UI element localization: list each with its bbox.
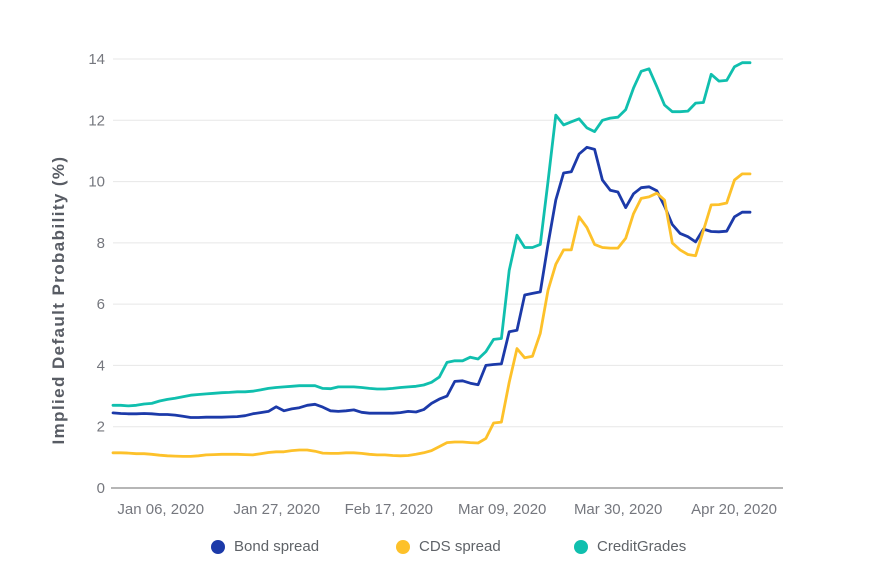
y-tick-label: 8 <box>97 235 105 252</box>
y-tick-label: 4 <box>97 357 105 374</box>
y-tick-label: 0 <box>97 480 105 497</box>
legend-dot-icon <box>211 539 225 554</box>
legend-label: CDS spread <box>419 538 501 555</box>
x-tick-label: Jan 27, 2020 <box>233 501 320 518</box>
y-tick-label: 6 <box>97 296 105 313</box>
x-tick-label: Feb 17, 2020 <box>345 501 433 518</box>
legend-dot-icon <box>396 539 410 554</box>
y-axis-title: Implied Default Probability (%) <box>49 156 68 445</box>
x-tick-label: Apr 20, 2020 <box>691 501 777 518</box>
legend: Bond spread CDS spread CreditGrades <box>0 538 870 564</box>
series-line-creditgrades <box>111 61 752 408</box>
grid-layer <box>113 58 783 428</box>
series-layer <box>111 61 752 458</box>
y-tick-label: 2 <box>97 419 105 436</box>
series-line-bond-spread <box>111 145 752 419</box>
legend-label: Bond spread <box>234 538 320 555</box>
legend-item-cds-spread[interactable]: CDS spread <box>396 538 501 555</box>
y-tick-label: 12 <box>88 112 105 129</box>
series-line-cds-spread <box>111 172 752 458</box>
axis-layer: 0 2 4 6 8 10 12 14 Jan 06, 2020 Jan 27, 2020 Feb 1… <box>88 51 783 518</box>
x-tick-label: Mar 30, 2020 <box>574 501 662 518</box>
legend-item-creditgrades[interactable]: CreditGrades <box>574 538 686 555</box>
legend-label: CreditGrades <box>597 538 687 555</box>
legend-dot-icon <box>574 539 588 554</box>
x-tick-label: Mar 09, 2020 <box>458 501 546 518</box>
x-tick-label: Jan 06, 2020 <box>117 501 204 518</box>
y-tick-label: 14 <box>88 51 105 68</box>
legend-item-bond-spread[interactable]: Bond spread <box>211 538 319 555</box>
y-tick-label: 10 <box>88 174 105 191</box>
